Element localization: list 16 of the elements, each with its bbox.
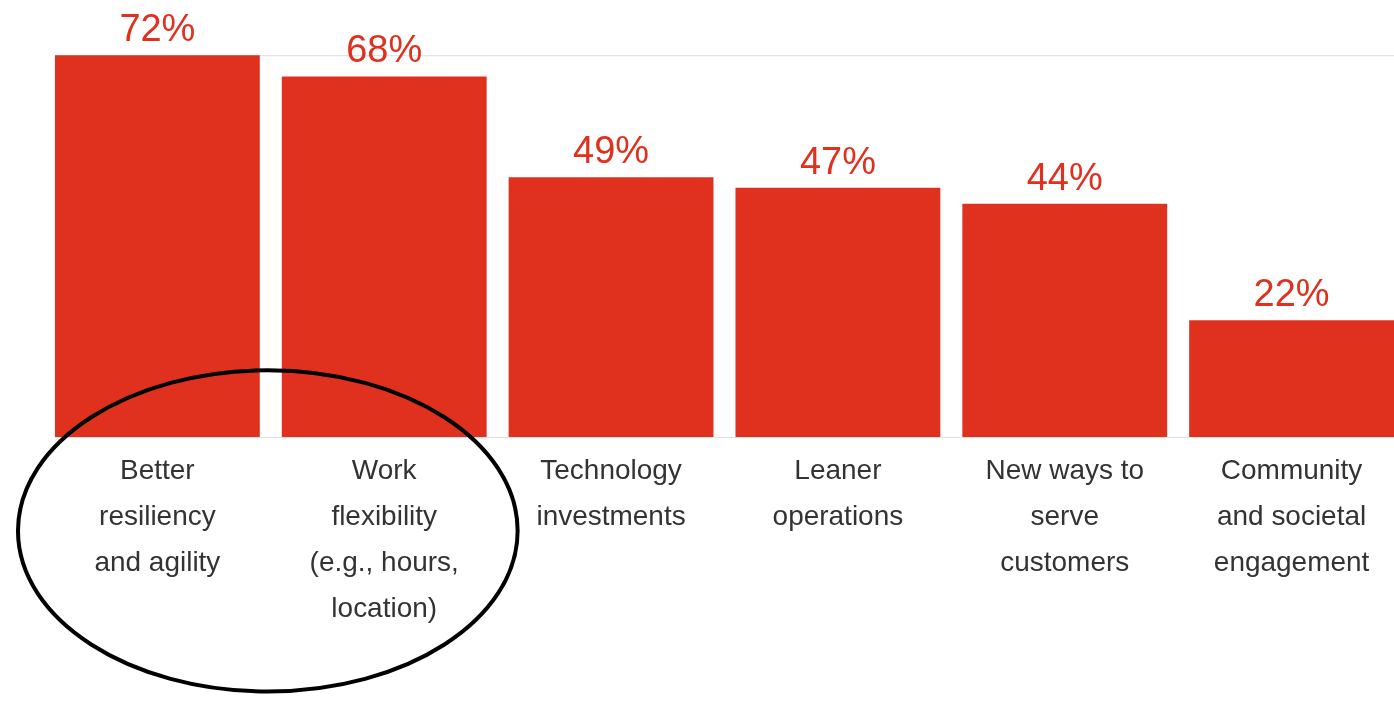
x-tick-label: Technology investments (536, 453, 686, 531)
x-tick-label: Work flexibility (e.g., hours, location) (309, 453, 459, 623)
data-label: 49% (573, 129, 650, 172)
x-tick-label: New ways to serve customers (985, 453, 1145, 577)
x-tick-label: Leaner operations (772, 453, 904, 531)
bar (962, 203, 1168, 437)
bar (1189, 320, 1394, 437)
data-label: 47% (799, 139, 876, 182)
x-tick-label: Better resiliency and agility (94, 453, 221, 577)
bar (508, 177, 714, 437)
x-tick-label: Community and societal engagement (1213, 453, 1370, 577)
data-label: 22% (1253, 272, 1330, 315)
data-label: 44% (1026, 155, 1103, 198)
data-label: 72% (119, 7, 196, 50)
bar (735, 187, 941, 437)
data-label: 68% (346, 28, 423, 71)
